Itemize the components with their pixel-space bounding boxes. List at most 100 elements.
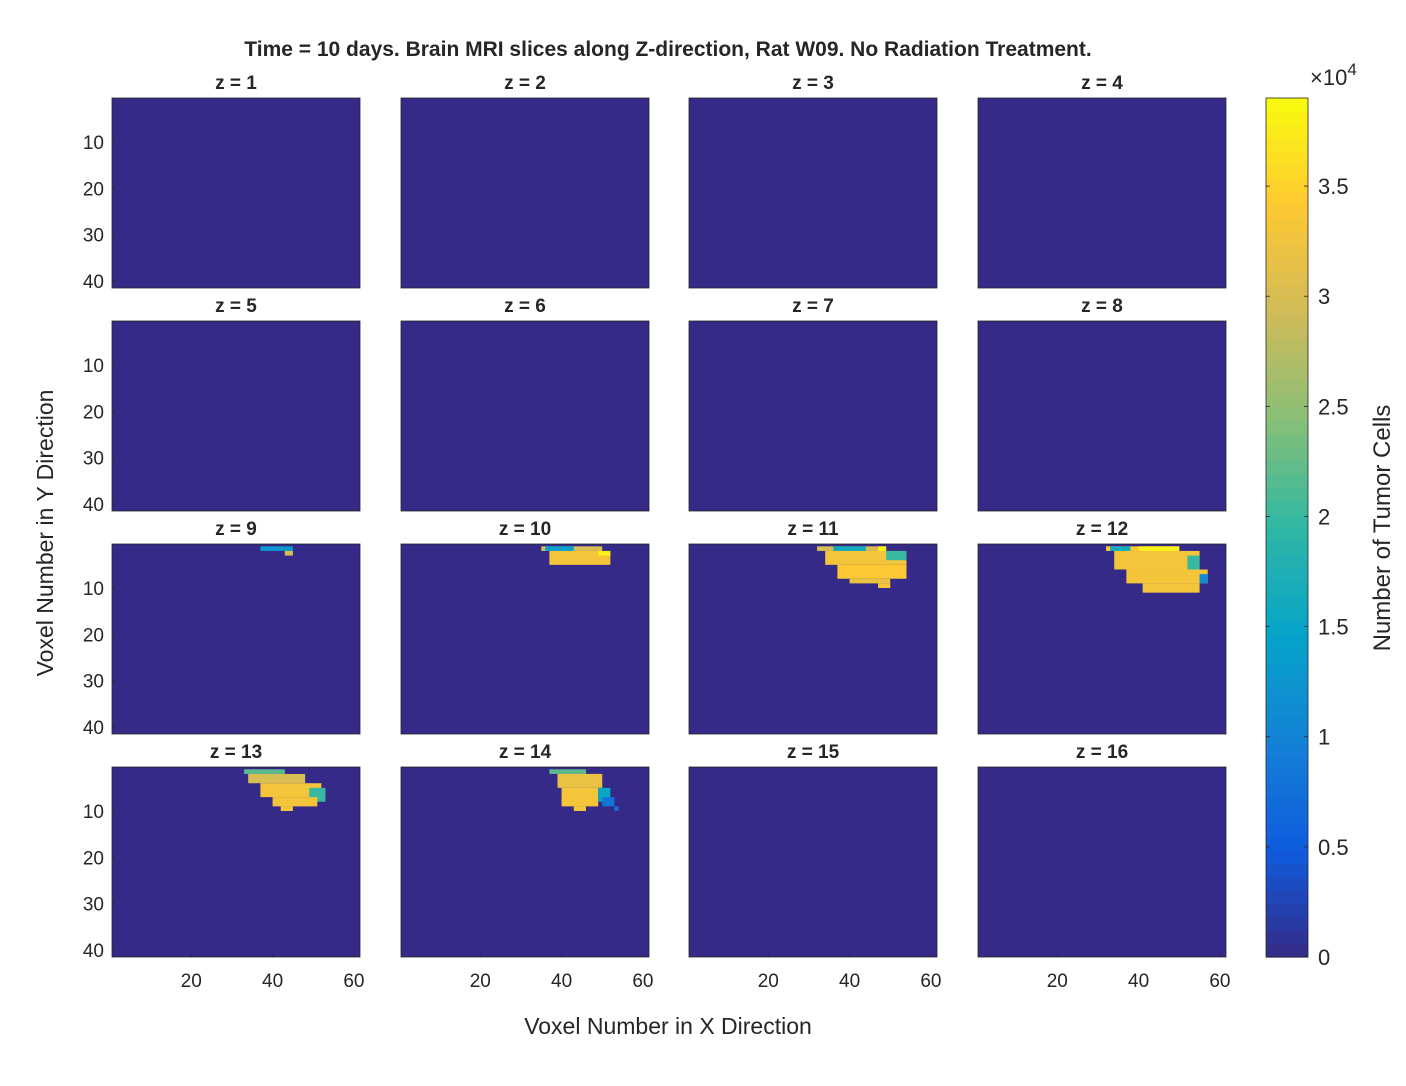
colorbar-segment (1266, 822, 1308, 837)
panel-background (977, 766, 1227, 958)
heatmap-cell (545, 546, 574, 551)
colorbar-segment (1266, 930, 1308, 945)
y-tick-label: 20 (83, 179, 104, 200)
x-tick-label: 60 (632, 971, 653, 992)
panel-z3: z = 3 (688, 73, 938, 289)
x-tick-label: 20 (181, 971, 202, 992)
colorbar-segment (1266, 527, 1308, 542)
colorbar-segment (1266, 218, 1308, 233)
panel-z2: z = 2 (400, 73, 650, 289)
y-tick-label: 10 (83, 356, 104, 377)
panel-z16: z = 16 20 40 60 (977, 742, 1230, 992)
colorbar-tick-label: 3 (1318, 284, 1330, 309)
heatmap-cell (573, 806, 586, 812)
colorbar-segment (1266, 393, 1308, 408)
colorbar-label: Number of Tumor Cells (1369, 405, 1396, 652)
colorbar-segment (1266, 232, 1308, 247)
colorbar-exponent: ×104 (1310, 60, 1357, 90)
y-tick-label: 40 (83, 941, 104, 962)
y-tick-label: 10 (83, 802, 104, 823)
heatmap-cell (1138, 546, 1180, 551)
colorbar-segment (1266, 688, 1308, 703)
heatmap-cell (1110, 546, 1131, 551)
colorbar-segment (1266, 433, 1308, 448)
colorbar: 0 0.5 1 1.5 2 2.5 3 3.5 ×104 (1265, 60, 1357, 970)
heatmap-cell (280, 806, 293, 812)
heatmap-cell (272, 797, 318, 807)
colorbar-segment (1266, 205, 1308, 220)
y-tick-label: 40 (83, 718, 104, 739)
panel-background (400, 766, 650, 958)
colorbar-segment (1266, 191, 1308, 206)
colorbar-segment (1266, 487, 1308, 502)
colorbar-segment (1266, 272, 1308, 287)
panel-title: z = 15 (787, 742, 840, 763)
colorbar-segment (1266, 111, 1308, 126)
panel-title: z = 7 (792, 296, 834, 317)
x-axis-label: Voxel Number in X Direction (524, 1013, 812, 1039)
panel-z15: z = 15 20 40 60 (688, 742, 941, 992)
x-tick-label: 60 (1209, 971, 1230, 992)
x-tick-label: 60 (920, 971, 941, 992)
y-tick-label: 40 (83, 272, 104, 293)
y-tick-label: 30 (83, 226, 104, 247)
colorbar-tick-label: 2 (1318, 504, 1330, 529)
heatmap-cell (598, 550, 611, 556)
x-tick-label: 40 (1128, 971, 1149, 992)
panel-background (400, 320, 650, 512)
y-tick-label: 30 (83, 895, 104, 916)
y-axis-label: Voxel Number in Y Direction (32, 390, 58, 677)
panel-background (688, 320, 938, 512)
panel-title: z = 12 (1076, 519, 1128, 540)
colorbar-tick-label: 3.5 (1318, 174, 1349, 199)
y-tick-label: 30 (83, 672, 104, 693)
colorbar-segment (1266, 782, 1308, 797)
colorbar-segment (1266, 151, 1308, 166)
colorbar-segment (1266, 420, 1308, 435)
panel-z1: z = 1 10 20 30 40 (83, 73, 361, 293)
heatmap-cell (557, 773, 603, 788)
colorbar-segment (1266, 178, 1308, 193)
panel-z10: z = 10 (400, 519, 650, 735)
panel-background (400, 97, 650, 289)
panel-title: z = 14 (499, 742, 552, 763)
heatmap-cell (1142, 583, 1200, 593)
colorbar-segment (1266, 916, 1308, 931)
colorbar-tick-label: 0 (1318, 945, 1330, 970)
colorbar-segment (1266, 849, 1308, 864)
colorbar-segment (1266, 594, 1308, 609)
panel-z4: z = 4 (977, 73, 1227, 289)
panel-z12: z = 12 (977, 519, 1227, 735)
colorbar-segment (1266, 138, 1308, 153)
colorbar-exponent-power: 4 (1347, 60, 1356, 79)
heatmap-cell (260, 546, 293, 551)
colorbar-segment (1266, 406, 1308, 421)
y-tick-label: 20 (83, 402, 104, 423)
heatmap-cell (614, 806, 619, 812)
colorbar-segment (1266, 514, 1308, 529)
colorbar-segment (1266, 809, 1308, 824)
panel-background (688, 766, 938, 958)
x-tick-label: 40 (262, 971, 283, 992)
colorbar-segment (1266, 876, 1308, 891)
panel-z8: z = 8 (977, 296, 1227, 512)
colorbar-segment (1266, 889, 1308, 904)
colorbar-segment (1266, 742, 1308, 757)
y-tick-label: 10 (83, 133, 104, 154)
colorbar-segment (1266, 326, 1308, 341)
heatmap-cell (561, 787, 599, 807)
colorbar-tick-label: 0.5 (1318, 835, 1349, 860)
colorbar-segment (1266, 648, 1308, 663)
heatmap-cell (244, 769, 285, 774)
panel-z6: z = 6 (400, 296, 650, 512)
heatmap-cell (1114, 550, 1200, 570)
colorbar-segment (1266, 715, 1308, 730)
colorbar-segment (1266, 473, 1308, 488)
y-tick-label: 20 (83, 848, 104, 869)
colorbar-segment (1266, 285, 1308, 300)
colorbar-segment (1266, 567, 1308, 582)
colorbar-tick-label: 1 (1318, 725, 1330, 750)
panel-title: z = 4 (1081, 73, 1123, 94)
heatmap-cell (602, 797, 615, 807)
